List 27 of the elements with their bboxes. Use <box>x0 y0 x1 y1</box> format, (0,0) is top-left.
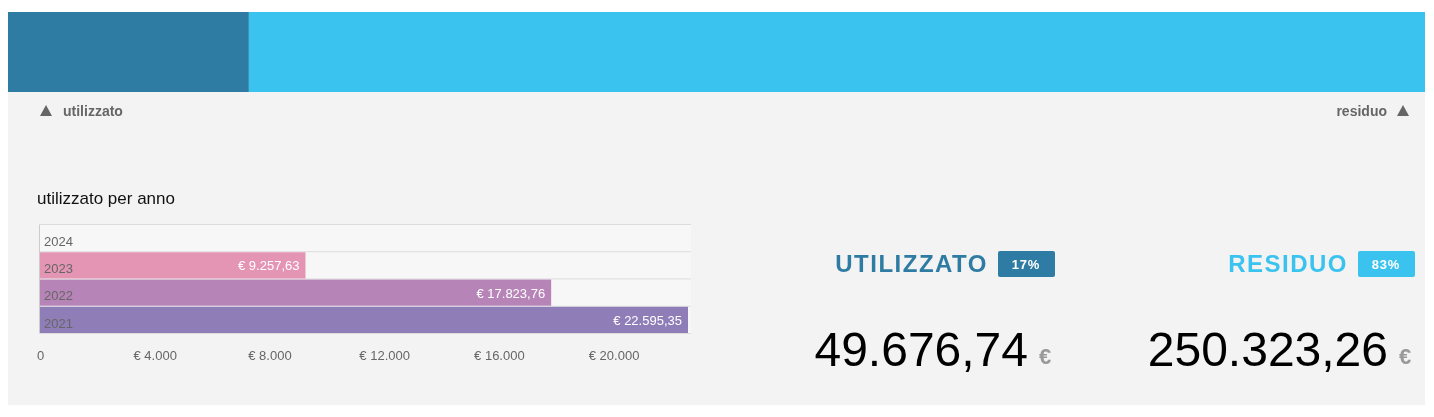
text: 17% <box>1011 257 1041 272</box>
x-tick-label: € 20.000 <box>588 348 640 364</box>
text: € <box>1399 344 1412 369</box>
text: € <box>1039 344 1052 369</box>
x-tick-label: € 12.000 <box>359 348 410 364</box>
x-tick-label: € 4.000 <box>133 348 177 364</box>
x-tick-label: € 8.000 <box>248 348 292 364</box>
data-label: € 9.257,63 <box>238 258 300 274</box>
text: UTILIZZATO <box>835 250 988 277</box>
y-tick-label: 2021 <box>44 315 73 331</box>
text: RESIDUO <box>1228 250 1348 277</box>
text: 250.323,26 <box>1147 323 1388 376</box>
y-tick-label: 2023 <box>44 261 73 277</box>
data-label: € 22.595,35 <box>613 312 682 328</box>
x-tick-label: € 16.000 <box>474 348 525 364</box>
bar <box>40 306 688 333</box>
bar <box>40 252 306 279</box>
chart-title: utilizzato per anno <box>37 189 175 208</box>
text: 83% <box>1371 257 1401 272</box>
series-label: utilizzato <box>63 103 123 119</box>
bar <box>40 279 552 306</box>
y-tick-label: 2024 <box>44 233 73 249</box>
y-tick-label: 2022 <box>44 288 73 304</box>
data-label: € 17.823,76 <box>476 285 546 301</box>
x-tick-label: 0 <box>36 348 45 364</box>
series-label: residuo <box>1336 103 1387 119</box>
text: 49.676,74 <box>814 323 1028 376</box>
